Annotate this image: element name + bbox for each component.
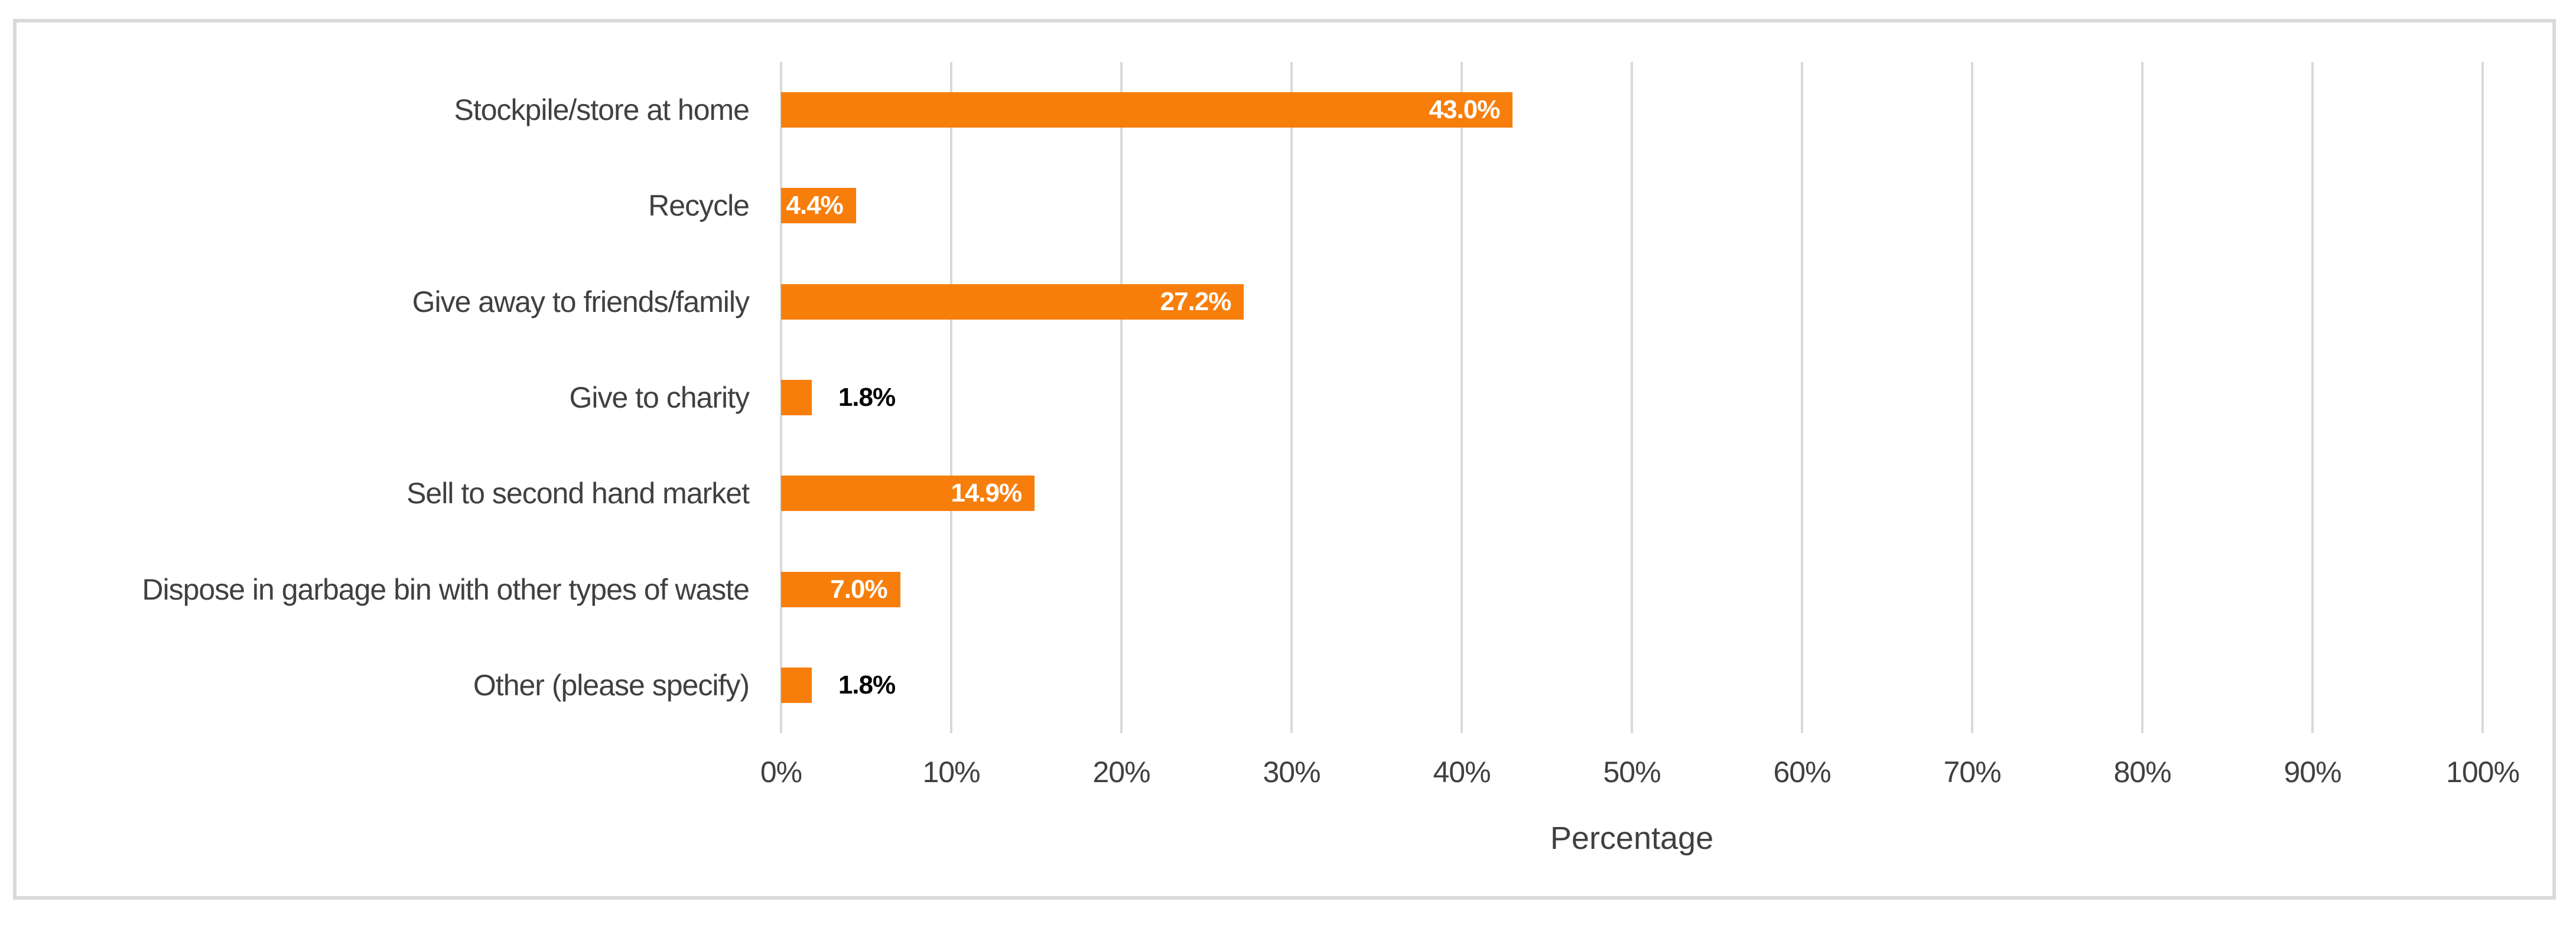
- gridline: [1971, 62, 1973, 733]
- category-label: Sell to second hand market: [406, 477, 750, 510]
- value-label: 4.4%: [786, 191, 843, 220]
- x-tick-label: 40%: [1433, 756, 1491, 789]
- gridline: [1120, 62, 1123, 733]
- value-label: 27.2%: [1160, 287, 1232, 316]
- value-label: 1.8%: [838, 383, 896, 412]
- gridline: [1801, 62, 1803, 733]
- x-tick-label: 100%: [2446, 756, 2520, 789]
- value-label: 43.0%: [1429, 95, 1501, 125]
- value-label: 7.0%: [830, 574, 887, 604]
- gridline: [2311, 62, 2314, 733]
- category-label: Other (please specify): [473, 668, 750, 702]
- value-label: 14.9%: [951, 478, 1022, 508]
- x-tick-label: 60%: [1773, 756, 1831, 789]
- gridline: [1461, 62, 1463, 733]
- bar: [781, 476, 1035, 512]
- bar: [781, 380, 812, 415]
- bar: [781, 571, 900, 607]
- gridline: [1290, 62, 1293, 733]
- bar: [781, 92, 1513, 128]
- value-label: 1.8%: [838, 670, 896, 699]
- gridline: [2481, 62, 2484, 733]
- category-label: Dispose in garbage bin with other types …: [142, 572, 750, 606]
- bar: [781, 667, 812, 703]
- x-tick-label: 70%: [1943, 756, 2001, 789]
- x-tick-label: 10%: [922, 756, 980, 789]
- gridline: [1631, 62, 1633, 733]
- bar: [781, 188, 856, 224]
- x-tick-label: 90%: [2284, 756, 2341, 789]
- chart-border: [13, 19, 2556, 900]
- category-label: Stockpile/store at home: [454, 93, 750, 127]
- x-tick-label: 30%: [1263, 756, 1320, 789]
- bar: [781, 284, 1244, 320]
- gridline: [950, 62, 952, 733]
- x-tick-label: 50%: [1603, 756, 1661, 789]
- gridline: [2141, 62, 2144, 733]
- category-label: Recycle: [648, 189, 750, 223]
- x-tick-label: 80%: [2113, 756, 2171, 789]
- x-tick-label: 0%: [760, 756, 802, 789]
- category-label: Give to charity: [569, 381, 750, 414]
- category-label: Give away to friends/family: [412, 285, 750, 318]
- x-tick-label: 20%: [1092, 756, 1150, 789]
- x-axis-title: Percentage: [1550, 821, 1714, 856]
